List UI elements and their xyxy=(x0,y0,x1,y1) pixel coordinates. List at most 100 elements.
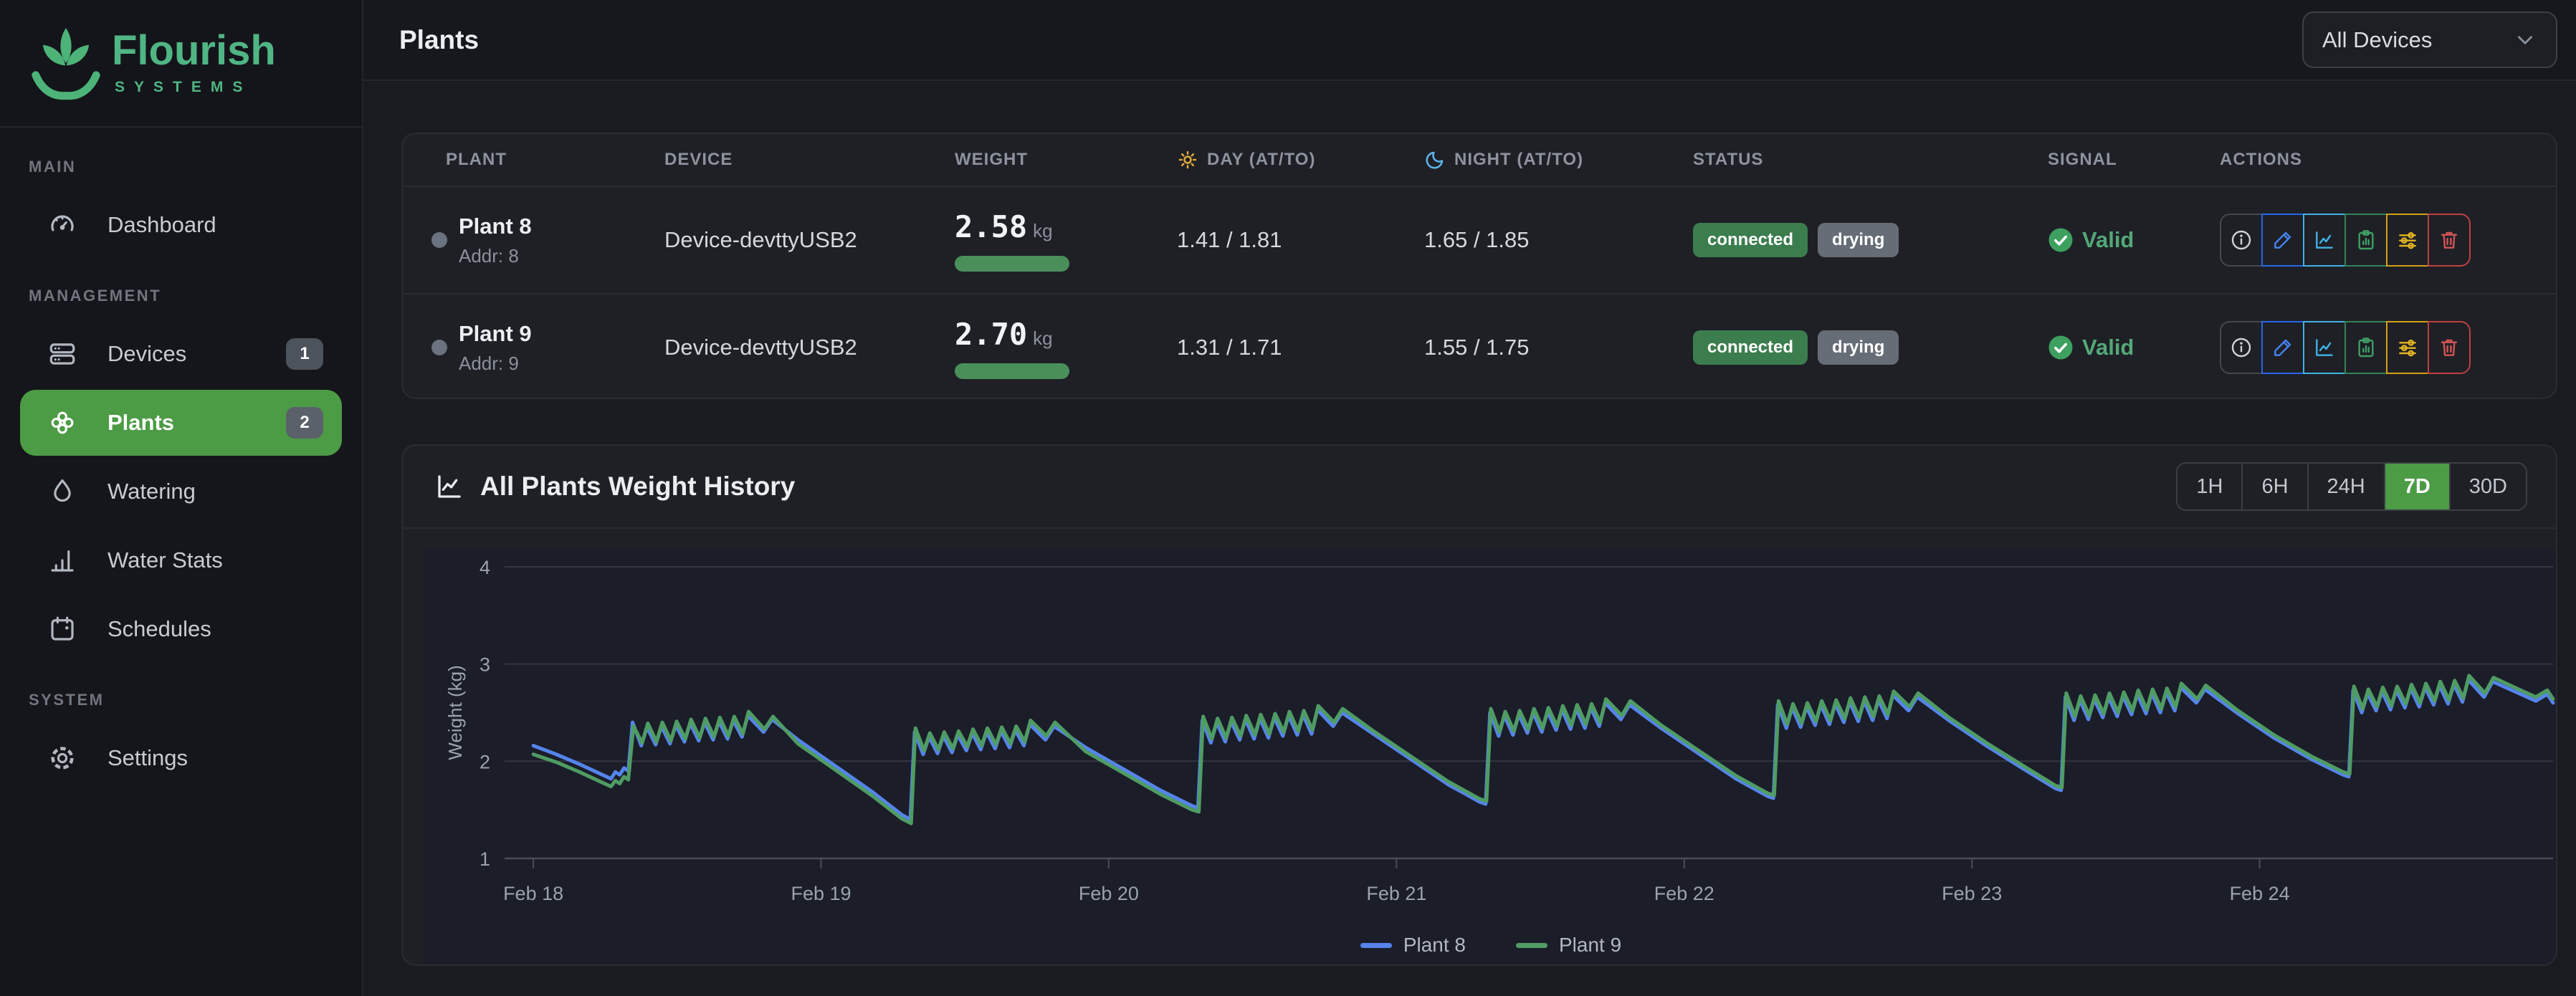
sidebar-item-devices[interactable]: Devices 1 xyxy=(20,321,342,387)
edit-button[interactable] xyxy=(2261,321,2304,374)
range-button-7d[interactable]: 7D xyxy=(2383,464,2449,509)
bar-chart-icon xyxy=(51,550,74,572)
nav-section-management: MANAGEMENT xyxy=(29,287,162,305)
plant-name: Plant 9 xyxy=(459,320,532,346)
configure-icon xyxy=(2399,339,2416,357)
range-button-1h[interactable]: 1H xyxy=(2177,464,2241,509)
table-header: PLANT DEVICE WEIGHT DAY (AT/TO) NIGHT (A… xyxy=(403,134,2556,186)
sidebar-item-water-stats[interactable]: Water Stats xyxy=(20,527,342,593)
col-device: DEVICE xyxy=(664,150,733,169)
nav-section-system: SYSTEM xyxy=(29,691,105,709)
gear-icon xyxy=(51,747,74,770)
device-name: Device-devttyUSB2 xyxy=(664,227,857,252)
weight-progress-bar xyxy=(955,363,1069,379)
row-actions xyxy=(2220,214,2556,267)
status-badge-connected: connected xyxy=(1693,223,1808,257)
svg-text:1: 1 xyxy=(480,848,490,870)
status-badge-drying: drying xyxy=(1818,330,1899,365)
chart-header: All Plants Weight History 1H 6H 24H 7D 3… xyxy=(403,446,2556,529)
chart-icon xyxy=(2316,231,2333,249)
sidebar-item-schedules[interactable]: Schedules xyxy=(20,596,342,662)
day-setpoint: 1.31 / 1.71 xyxy=(1177,335,1282,360)
delete-button[interactable] xyxy=(2428,214,2471,267)
range-button-24h[interactable]: 24H xyxy=(2307,464,2384,509)
delete-button[interactable] xyxy=(2428,321,2471,374)
status-badge-connected: connected xyxy=(1693,330,1808,365)
time-range-group: 1H 6H 24H 7D 30D xyxy=(2176,462,2527,511)
weight-history-plot: 1 2 3 4 Feb 18 Feb 19 Feb 20 Feb 21 Feb 22 Feb 23… xyxy=(444,557,2555,904)
brand-tagline: SYSTEMS xyxy=(115,79,252,95)
legend-swatch-plant9 xyxy=(1516,942,1547,948)
edit-icon xyxy=(2274,231,2291,249)
weight-progress-bar xyxy=(955,255,1069,272)
top-bar: Plants All Devices xyxy=(363,0,2576,81)
svg-text:Weight (kg): Weight (kg) xyxy=(444,665,466,760)
configure-icon xyxy=(2399,231,2416,249)
svg-text:Feb 21: Feb 21 xyxy=(1366,883,1426,904)
calendar-icon xyxy=(51,616,74,641)
report-icon xyxy=(2358,337,2374,358)
plants-count-badge: 2 xyxy=(286,407,323,439)
col-actions: ACTIONS xyxy=(2220,150,2302,169)
plant-status-dot xyxy=(431,340,447,355)
edit-button[interactable] xyxy=(2261,214,2304,267)
sidebar-item-label: Dashboard xyxy=(108,212,216,237)
svg-text:Feb 18: Feb 18 xyxy=(503,883,563,904)
plant-address: Addr: 9 xyxy=(459,352,519,374)
night-setpoint: 1.65 / 1.85 xyxy=(1424,227,1530,252)
weight-unit: kg xyxy=(1033,219,1053,241)
plants-table: PLANT DEVICE WEIGHT DAY (AT/TO) NIGHT (A… xyxy=(401,133,2557,399)
page-title: Plants xyxy=(399,24,480,54)
night-setpoint: 1.55 / 1.75 xyxy=(1424,335,1530,360)
nav-section-main: MAIN xyxy=(29,158,77,176)
sidebar-item-dashboard[interactable]: Dashboard xyxy=(20,192,342,258)
info-button[interactable] xyxy=(2220,321,2263,374)
chart-legend: Plant 8 Plant 9 xyxy=(424,924,2556,964)
line-chart-icon xyxy=(438,475,461,498)
chart-button[interactable] xyxy=(2303,214,2346,267)
content: PLANT DEVICE WEIGHT DAY (AT/TO) NIGHT (A… xyxy=(363,81,2576,996)
info-icon xyxy=(2231,337,2251,358)
delete-icon xyxy=(2441,339,2458,356)
device-name: Device-devttyUSB2 xyxy=(664,335,857,360)
sidebar-item-plants[interactable]: Plants 2 xyxy=(20,390,342,456)
sidebar-item-label: Devices xyxy=(108,341,187,366)
report-button[interactable] xyxy=(2344,321,2387,374)
chart-button[interactable] xyxy=(2303,321,2346,374)
weight-history-chart: 1 2 3 4 Feb 18 Feb 19 Feb 20 Feb 21 Feb 22 Feb 23… xyxy=(424,549,2556,964)
range-button-30d[interactable]: 30D xyxy=(2448,464,2526,509)
svg-text:4: 4 xyxy=(480,557,490,578)
weight-value: 2.70 xyxy=(955,316,1028,352)
flower-icon xyxy=(51,411,74,434)
sidebar-item-watering[interactable]: Watering xyxy=(20,459,342,525)
sidebar-nav: MAIN Dashboard MANAGEMENT Devices 1 xyxy=(0,128,362,791)
chart-title: All Plants Weight History xyxy=(480,471,796,501)
check-circle-icon xyxy=(2048,335,2073,360)
report-button[interactable] xyxy=(2344,214,2387,267)
signal-status: Valid xyxy=(2082,335,2134,360)
sidebar-item-label: Water Stats xyxy=(108,547,223,573)
legend-swatch-plant8 xyxy=(1360,942,1392,948)
col-plant: PLANT xyxy=(446,150,507,169)
sidebar-item-label: Schedules xyxy=(108,616,211,641)
device-filter-value: All Devices xyxy=(2322,27,2433,52)
configure-button[interactable] xyxy=(2386,214,2429,267)
plant-name: Plant 8 xyxy=(459,213,532,239)
legend-item-plant8: Plant 8 xyxy=(1360,934,1466,957)
brand-name: Flourish xyxy=(112,27,276,74)
plant-address: Addr: 8 xyxy=(459,244,519,267)
weight-value: 2.58 xyxy=(955,209,1028,244)
server-icon xyxy=(49,343,75,365)
col-weight: WEIGHT xyxy=(955,150,1028,169)
device-filter-select[interactable]: All Devices xyxy=(2302,11,2557,68)
sidebar-item-settings[interactable]: Settings xyxy=(20,725,342,791)
edit-icon xyxy=(2274,339,2291,356)
range-button-6h[interactable]: 6H xyxy=(2241,464,2307,509)
col-status: STATUS xyxy=(1693,150,1764,169)
col-signal: SIGNAL xyxy=(2048,150,2117,169)
brand-logo: Flourish SYSTEMS xyxy=(0,0,362,128)
table-row: Plant 8 Addr: 8 Device-devttyUSB2 2.58 kg… xyxy=(403,186,2556,293)
configure-button[interactable] xyxy=(2386,321,2429,374)
signal-status: Valid xyxy=(2082,227,2134,252)
info-button[interactable] xyxy=(2220,214,2263,267)
